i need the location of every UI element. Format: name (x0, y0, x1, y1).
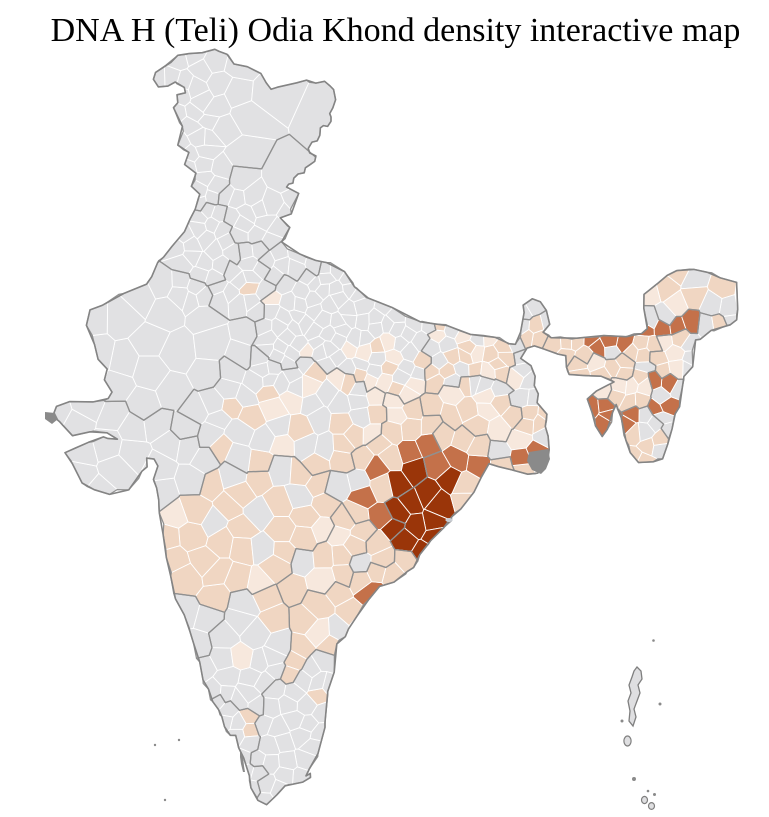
svg-text:DNA H (Teli) Odia Khond densit: DNA H (Teli) Odia Khond density interact… (51, 12, 741, 49)
